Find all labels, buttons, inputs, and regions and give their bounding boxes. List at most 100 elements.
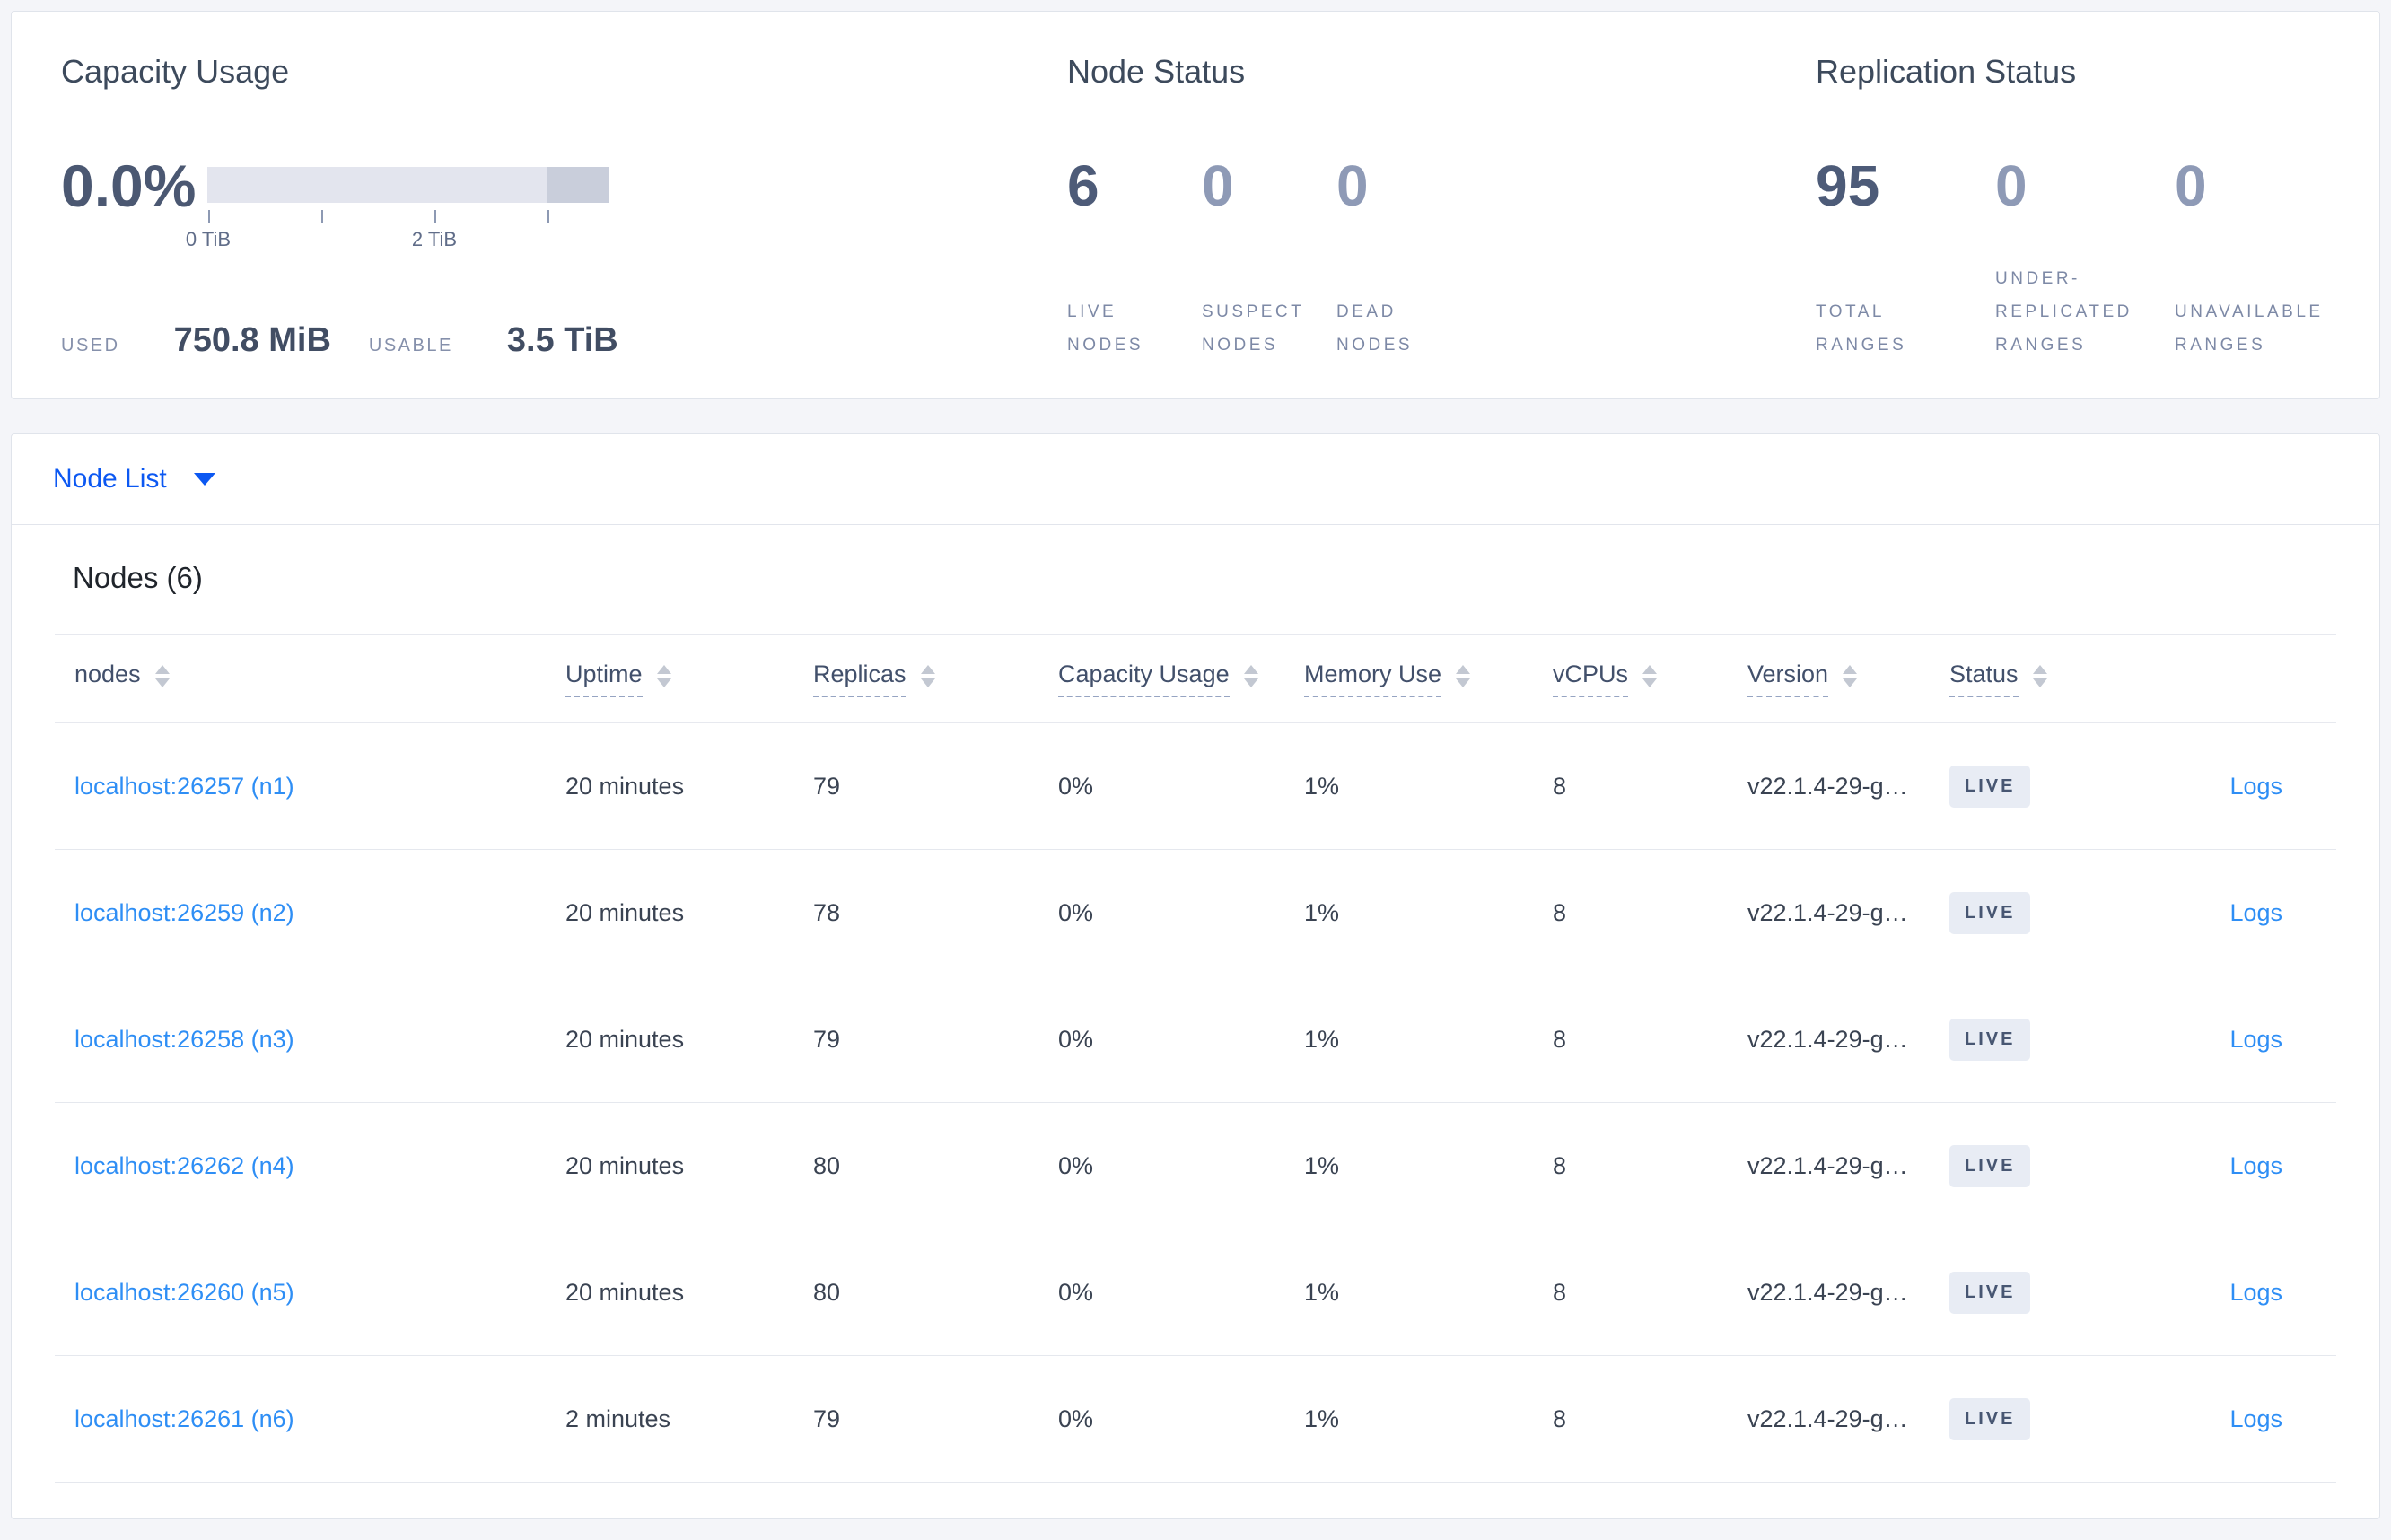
node-cell: localhost:26258 (n3) xyxy=(55,1026,565,1054)
logs-link[interactable]: Logs xyxy=(2229,1025,2282,1053)
replicas-cell: 79 xyxy=(813,772,841,800)
sort-icon[interactable] xyxy=(920,665,935,687)
vcpus-cell: 8 xyxy=(1553,1404,1567,1432)
capacity-axis-tick xyxy=(208,210,210,223)
sort-asc-icon xyxy=(1642,665,1658,674)
node-link[interactable]: localhost:26259 (n2) xyxy=(74,898,294,926)
node-link[interactable]: localhost:26257 (n1) xyxy=(74,772,294,800)
version-cell: v22.1.4-29-g… xyxy=(1747,1025,1908,1053)
sort-desc-icon xyxy=(1843,678,1858,687)
version-cell: v22.1.4-29-g… xyxy=(1747,1278,1908,1306)
sort-icon[interactable] xyxy=(1243,665,1258,687)
nodes-table-title: Nodes (6) xyxy=(55,525,2336,635)
logs-link[interactable]: Logs xyxy=(2229,1278,2282,1306)
column-header-label: Uptime xyxy=(565,661,643,697)
version-cell: v22.1.4-29-g… xyxy=(1747,898,1908,926)
memory-use-cell: 1% xyxy=(1304,1278,1340,1306)
column-header-version[interactable]: Version xyxy=(1747,661,1949,697)
table-row: localhost:26258 (n3) 20 minutes 79 0% 1% 8 v22… xyxy=(55,976,2336,1103)
capacity-axis: 0 TiB 2 TiB xyxy=(186,203,609,257)
sort-desc-icon xyxy=(154,678,170,687)
replication-status-stat-value: 95 xyxy=(1816,153,1880,218)
sort-asc-icon xyxy=(154,665,170,674)
uptime-cell: 20 minutes xyxy=(565,772,685,800)
column-header-label: Capacity Usage xyxy=(1058,661,1230,697)
logs-cell: Logs xyxy=(2229,773,2336,801)
chevron-down-icon xyxy=(193,473,215,486)
vcpus-cell: 8 xyxy=(1553,898,1567,926)
column-header-label: nodes xyxy=(74,661,141,687)
replication-status-stat: 95 TOTAL RANGES xyxy=(1816,153,1995,362)
capacity-axis-tick xyxy=(547,210,549,223)
column-header-vcpus[interactable]: vCPUs xyxy=(1553,661,1747,697)
sort-icon[interactable] xyxy=(1642,665,1658,687)
node-status-stat-value: 6 xyxy=(1067,153,1099,218)
column-header-label: Status xyxy=(1949,661,2019,697)
capacity-gauge: 0.0% 0 TiB 2 TiB xyxy=(61,153,609,257)
memory-use-cell: 1% xyxy=(1304,898,1340,926)
capacity-usage-section: Capacity Usage 0.0% 0 TiB 2 TiB USED 750.… xyxy=(61,12,1012,400)
table-row: localhost:26262 (n4) 20 minutes 80 0% 1% 8 v22… xyxy=(55,1103,2336,1229)
node-link[interactable]: localhost:26258 (n3) xyxy=(74,1025,294,1053)
sort-icon[interactable] xyxy=(1456,665,1471,687)
used-label: USED xyxy=(61,336,120,355)
sort-icon[interactable] xyxy=(2032,665,2047,687)
node-status-stat-label: SUSPECT NODES xyxy=(1202,302,1304,354)
logs-cell: Logs xyxy=(2229,899,2336,927)
node-cell: localhost:26257 (n1) xyxy=(55,773,565,801)
version-cell: v22.1.4-29-g… xyxy=(1747,772,1908,800)
replicas-cell: 79 xyxy=(813,1404,841,1432)
capacity-usage-cell: 0% xyxy=(1058,1025,1094,1053)
status-cell: LIVE xyxy=(1949,1397,2174,1440)
column-header-nodes[interactable]: nodes xyxy=(55,661,565,697)
node-list-dropdown[interactable]: Node List xyxy=(53,464,215,494)
node-status-stat: 6 LIVE NODES xyxy=(1067,153,1202,362)
node-cell: localhost:26260 (n5) xyxy=(55,1279,565,1307)
node-status-title: Node Status xyxy=(1067,53,1246,90)
sort-asc-icon xyxy=(1456,665,1471,674)
node-link[interactable]: localhost:26262 (n4) xyxy=(74,1151,294,1179)
used-value: 750.8 MiB xyxy=(173,321,331,359)
sort-desc-icon xyxy=(920,678,935,687)
column-header-replicas[interactable]: Replicas xyxy=(813,661,1058,697)
version-cell: v22.1.4-29-g… xyxy=(1747,1151,1908,1179)
status-cell: LIVE xyxy=(1949,891,2174,934)
node-link[interactable]: localhost:26261 (n6) xyxy=(74,1404,294,1432)
logs-link[interactable]: Logs xyxy=(2229,772,2282,800)
logs-link[interactable]: Logs xyxy=(2229,1151,2282,1179)
sort-desc-icon xyxy=(1642,678,1658,687)
capacity-bar xyxy=(207,167,609,203)
column-header-memory-use[interactable]: Memory Use xyxy=(1304,661,1553,697)
column-header-uptime[interactable]: Uptime xyxy=(565,661,813,697)
uptime-cell: 20 minutes xyxy=(565,1278,685,1306)
sort-asc-icon xyxy=(656,665,671,674)
sort-asc-icon xyxy=(1843,665,1858,674)
replicas-cell: 80 xyxy=(813,1151,841,1179)
logs-cell: Logs xyxy=(2229,1026,2336,1054)
usable-label: USABLE xyxy=(368,336,453,355)
sort-icon[interactable] xyxy=(154,665,170,687)
logs-link[interactable]: Logs xyxy=(2229,1404,2282,1432)
table-row: localhost:26259 (n2) 20 minutes 78 0% 1% 8 v22… xyxy=(55,850,2336,976)
status-cell: LIVE xyxy=(1949,1144,2174,1187)
memory-use-cell: 1% xyxy=(1304,1025,1340,1053)
sort-desc-icon xyxy=(1456,678,1471,687)
column-header-status[interactable]: Status xyxy=(1949,661,2174,697)
capacity-usage-footer: USED 750.8 MiB USABLE 3.5 TiB xyxy=(61,321,618,360)
table-row: localhost:26260 (n5) 20 minutes 80 0% 1% 8 v22… xyxy=(55,1229,2336,1356)
status-badge: LIVE xyxy=(1949,765,2031,808)
capacity-axis-tick-label: 0 TiB xyxy=(185,228,232,250)
column-header-capacity-usage[interactable]: Capacity Usage xyxy=(1058,661,1304,697)
status-badge: LIVE xyxy=(1949,891,2031,934)
capacity-axis-tick-label: 2 TiB xyxy=(411,228,458,250)
nodes-table-section: Nodes (6) nodes Uptime Replicas Capacity Us… xyxy=(12,525,2379,1518)
table-row: localhost:26257 (n1) 20 minutes 79 0% 1% 8 v22… xyxy=(55,723,2336,850)
logs-link[interactable]: Logs xyxy=(2229,898,2282,926)
sort-icon[interactable] xyxy=(1843,665,1858,687)
sort-icon[interactable] xyxy=(656,665,671,687)
status-cell: LIVE xyxy=(1949,1018,2174,1061)
node-link[interactable]: localhost:26260 (n5) xyxy=(74,1278,294,1306)
replication-status-title: Replication Status xyxy=(1816,53,2077,90)
nodes-table-body: localhost:26257 (n1) 20 minutes 79 0% 1% 8 v22… xyxy=(55,723,2336,1483)
uptime-cell: 2 minutes xyxy=(565,1404,671,1432)
